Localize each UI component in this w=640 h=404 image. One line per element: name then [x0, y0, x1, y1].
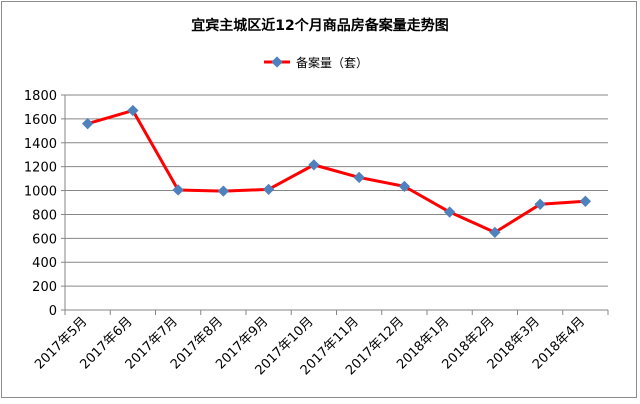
data-point — [353, 171, 365, 184]
data-point — [217, 185, 230, 197]
legend: 备案量（套） — [264, 55, 368, 70]
data-point — [398, 180, 411, 193]
line-chart: 宜宾主城区近12个月商品房备案量走势图 备案量（套） 0 200 400 600 800… — [24, 17, 609, 378]
data-point — [262, 183, 275, 196]
data-point — [172, 184, 184, 196]
series-line — [87, 109, 586, 234]
axes — [61, 94, 609, 315]
legend-marker-swatch — [271, 56, 283, 68]
y-tick-label: 800 — [32, 208, 57, 223]
data-point — [489, 226, 501, 239]
data-point — [579, 195, 592, 207]
data-point — [308, 159, 320, 171]
y-tick-label: 1000 — [24, 185, 57, 200]
series-layer — [81, 104, 592, 239]
x-tick-labels: 2017年5月2017年6月2017年7月2017年8月2017年9月2017年… — [32, 314, 588, 378]
chart-frame: 宜宾主城区近12个月商品房备案量走势图 备案量（套） 0 200 400 600 800… — [1, 1, 637, 398]
y-tick-label: 200 — [32, 280, 57, 295]
chart-title: 宜宾主城区近12个月商品房备案量走势图 — [191, 17, 448, 34]
y-tick-label: 1600 — [24, 113, 57, 128]
y-tick-label: 400 — [32, 256, 57, 271]
data-point — [443, 206, 456, 218]
y-tick-label: 0 — [49, 304, 57, 319]
y-tick-label: 1400 — [24, 137, 57, 152]
y-tick-label: 600 — [32, 232, 57, 247]
y-tick-label: 1200 — [24, 161, 57, 176]
y-tick-labels: 0 200 400 600 800 1000 1200 1400 1600 1800 — [24, 89, 57, 319]
legend-label: 备案量（套） — [296, 55, 368, 70]
data-point — [81, 118, 94, 130]
gridlines — [65, 94, 608, 287]
y-tick-label: 1800 — [24, 89, 57, 104]
data-point — [534, 198, 546, 210]
